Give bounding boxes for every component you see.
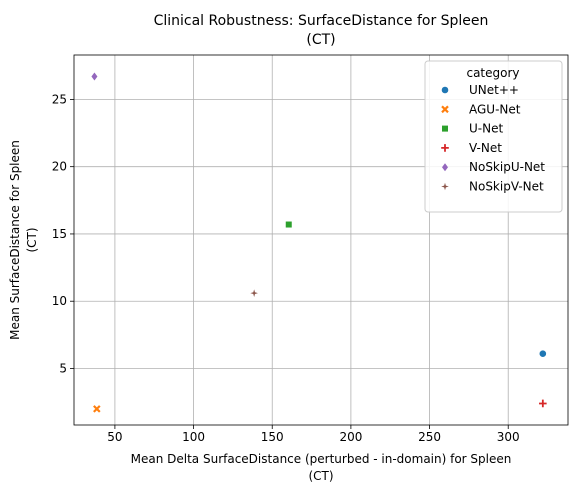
x-axis-label: Mean Delta SurfaceDistance (perturbed - … xyxy=(131,452,512,466)
x-tick-label: 150 xyxy=(261,430,284,444)
x-tick-label: 200 xyxy=(339,430,362,444)
data-point-agu-net xyxy=(93,405,101,413)
y-tick-label: 20 xyxy=(52,160,67,174)
y-tick-label: 5 xyxy=(59,361,67,375)
y-tick-label: 10 xyxy=(52,294,67,308)
data-point-noskipv-net xyxy=(250,289,258,297)
data-points xyxy=(91,72,547,413)
legend-marker-u-net xyxy=(442,125,448,132)
x-tick-label: 300 xyxy=(497,430,520,444)
plot-frame xyxy=(73,54,569,426)
chart-title-line2: (CT) xyxy=(306,32,335,48)
legend-items: UNet++ AGU-Net U-Net V-Net NoSkipU-Net NoSkip… xyxy=(441,83,545,194)
chart-title: Clinical Robustness: SurfaceDistance for… xyxy=(154,13,489,29)
x-tick-label: 50 xyxy=(107,430,122,444)
legend-marker-unet xyxy=(441,86,449,94)
legend-marker-noskipu-net xyxy=(442,163,448,172)
data-point-u-net xyxy=(285,221,292,228)
x-tick-label: 100 xyxy=(182,430,205,444)
legend: category UNet++ AGU-Net U-Net V-Net NoSkipU-… xyxy=(424,60,563,213)
legend-label-agu-net: AGU-Net xyxy=(469,102,521,116)
data-point-noskipu-net xyxy=(91,72,98,81)
axis-ticks: 50 100 150 200 250 300 5 10 15 20 25 xyxy=(52,92,520,444)
y-axis-label: Mean SurfaceDistance for Spleen xyxy=(8,140,22,340)
y-tick-label: 15 xyxy=(52,227,67,241)
y-axis-label-line2: (CT) xyxy=(25,227,39,252)
legend-marker-agu-net xyxy=(441,105,449,114)
data-point-v-net xyxy=(539,399,547,408)
data-point-unet xyxy=(538,349,547,358)
legend-label-v-net: V-Net xyxy=(469,141,502,155)
legend-title: category xyxy=(466,66,519,80)
legend-label-noskipu-net: NoSkipU-Net xyxy=(469,160,545,174)
x-tick-label: 250 xyxy=(418,430,441,444)
legend-marker-v-net xyxy=(441,144,449,152)
x-axis-label-line2: (CT) xyxy=(308,469,333,483)
legend-frame xyxy=(424,60,563,213)
legend-label-noskipv-net: NoSkipV-Net xyxy=(469,180,544,194)
legend-marker-noskipv-net xyxy=(441,182,449,191)
y-tick-label: 25 xyxy=(52,92,67,106)
legend-label-unet: UNet++ xyxy=(469,83,519,97)
legend-label-u-net: U-Net xyxy=(469,122,503,136)
